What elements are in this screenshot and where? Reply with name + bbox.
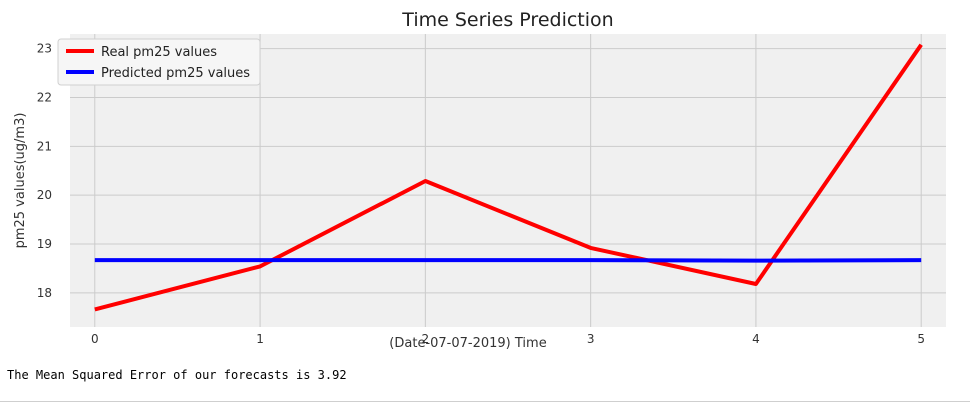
x-tick-label: 5	[917, 332, 925, 346]
legend-label-2: Predicted pm25 values	[101, 66, 250, 81]
y-axis-label: pm25 values(ug/m3)	[13, 113, 28, 249]
y-tick-label: 21	[37, 139, 52, 153]
x-tick-label: 0	[91, 332, 99, 346]
chart-container: 0 1 2 3 4 5 18 19 20 21 22 23 Time Series Prediction…	[13, 9, 946, 351]
legend-label-1: Real pm25 values	[101, 45, 217, 60]
y-tick-label: 23	[37, 42, 52, 56]
cell-divider	[0, 401, 970, 402]
mse-output-text: The Mean Squared Error of our forecasts …	[7, 368, 347, 382]
x-tick-label: 3	[587, 332, 595, 346]
y-tick-label: 18	[37, 286, 52, 300]
series-line-1	[94, 43, 923, 312]
legend-box	[57, 38, 261, 86]
x-tick-label: 2	[422, 332, 430, 346]
x-tick-label: 4	[752, 332, 760, 346]
chart-title: Time Series Prediction	[401, 9, 613, 31]
x-axis-label: (Date-07-07-2019) Time	[389, 336, 546, 351]
y-tick-label: 19	[37, 237, 52, 251]
y-tick-label: 22	[37, 90, 52, 104]
series-line-2	[94, 258, 922, 263]
x-tick-label: 1	[256, 332, 264, 346]
y-tick-label: 20	[37, 188, 52, 202]
